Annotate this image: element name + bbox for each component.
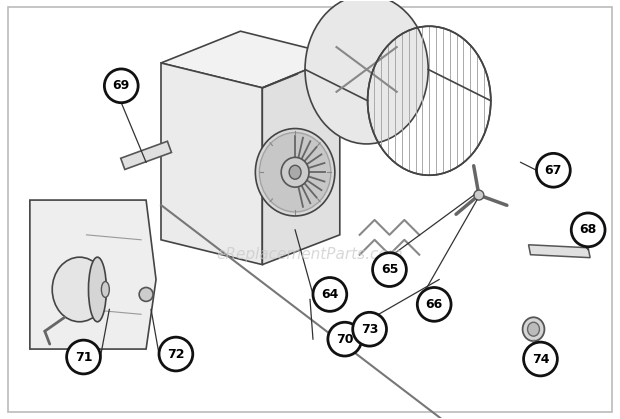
Text: 74: 74 [532,352,549,365]
Ellipse shape [255,129,335,216]
Circle shape [536,153,570,187]
Text: 66: 66 [425,298,443,311]
Text: eReplacementParts.com: eReplacementParts.com [216,247,404,262]
Circle shape [159,337,193,371]
Ellipse shape [523,317,544,341]
Ellipse shape [89,257,107,322]
Ellipse shape [281,158,309,187]
Circle shape [373,253,406,287]
Circle shape [523,342,557,376]
Text: 69: 69 [113,79,130,92]
Polygon shape [262,56,340,265]
Circle shape [353,312,386,346]
Ellipse shape [52,257,107,322]
Ellipse shape [289,165,301,179]
Circle shape [104,69,138,103]
Text: 71: 71 [75,351,92,364]
Ellipse shape [139,287,153,301]
Polygon shape [121,141,172,169]
Polygon shape [161,31,340,88]
Ellipse shape [102,282,109,297]
Polygon shape [30,200,156,349]
Circle shape [417,287,451,321]
Ellipse shape [305,0,428,144]
Circle shape [571,213,605,247]
Ellipse shape [528,322,539,336]
Text: 68: 68 [580,223,597,236]
Text: 70: 70 [336,333,353,346]
Text: 64: 64 [321,288,339,301]
Text: 73: 73 [361,323,378,336]
Polygon shape [528,245,590,258]
Text: 72: 72 [167,347,185,360]
Text: 65: 65 [381,263,398,276]
Polygon shape [161,63,262,265]
Text: 67: 67 [545,164,562,177]
Circle shape [474,190,484,200]
Ellipse shape [259,132,331,212]
Circle shape [328,322,361,356]
Circle shape [66,340,100,374]
Circle shape [313,277,347,311]
